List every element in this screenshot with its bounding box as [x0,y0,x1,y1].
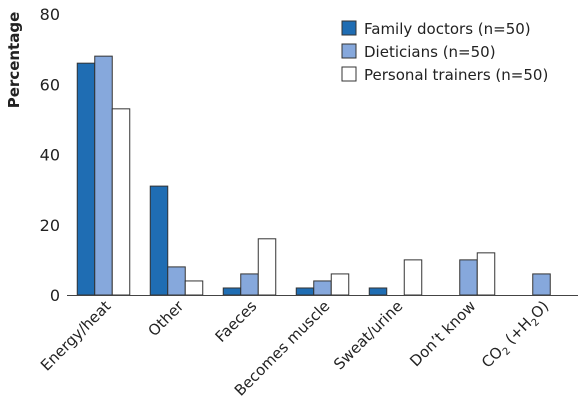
x-tick-label: Energy/heat [37,297,114,374]
bar [222,287,242,296]
bar [330,273,350,296]
bar [111,108,131,296]
y-tick-label: 60 [40,75,60,94]
y-tick-label: 20 [40,216,60,235]
bar [257,238,277,296]
legend-label: Dieticians (n=50) [364,43,496,61]
bars [76,55,551,296]
y-tick-label: 0 [50,286,60,305]
x-tick-label: Don’t know [406,297,479,370]
x-tick-label: CO2 (+H2O) [478,297,554,373]
bar [313,280,332,296]
bar [167,266,186,296]
legend-label: Family doctors (n=50) [364,20,531,38]
x-tick-label: Sweat/urine [330,297,406,373]
bar [94,55,113,296]
bar [403,259,423,296]
legend-swatch [341,43,357,59]
legend: Family doctors (n=50) Dieticians (n=50) Pe… [341,20,548,84]
bar [240,273,259,296]
bar [76,62,96,296]
bar [295,287,315,296]
legend-label: Personal trainers (n=50) [364,66,548,84]
bar [368,287,388,296]
bar [476,252,496,296]
y-tick-label: 40 [40,146,60,165]
y-axis: 0 20 40 60 80 [40,5,60,305]
x-tick-label: Faeces [212,297,261,346]
x-tick-label: Other [144,297,187,340]
bar [184,280,204,296]
legend-swatch [341,66,357,82]
bar [459,259,478,296]
y-tick-label: 80 [40,5,60,24]
y-axis-label: Percentage [5,12,23,109]
bar [532,273,551,296]
bar [149,185,169,296]
legend-swatch [341,20,357,36]
